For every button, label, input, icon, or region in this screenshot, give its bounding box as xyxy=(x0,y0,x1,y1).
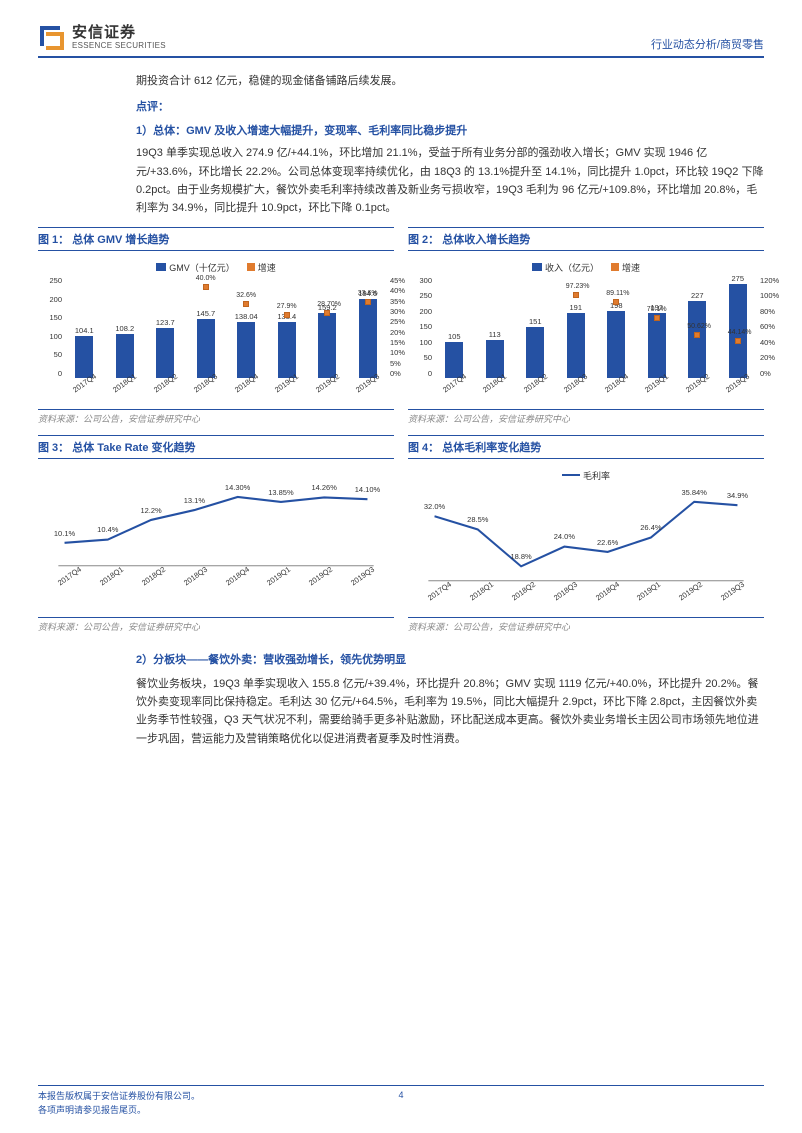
section1-body: 19Q3 单季实现总收入 274.9 亿/+44.1%，环比增加 21.1%，受… xyxy=(136,144,764,217)
chart-4: 图 4： 总体毛利率变化趋势 毛利率 32.0%28.5%18.8%24.0%2… xyxy=(408,435,764,633)
chart-2: 图 2： 总体收入增长趋势 收入（亿元） 增速 3002502001501005… xyxy=(408,227,764,425)
logo-cn: 安信证券 xyxy=(72,25,166,42)
page-footer: 本报告版权属于安信证券股份有限公司。 各项声明请参见报告尾页。 4 xyxy=(38,1085,764,1117)
chart-3: 图 3： 总体 Take Rate 变化趋势 10.1%10.4%12.2%13… xyxy=(38,435,394,633)
logo-en: ESSENCE SECURITIES xyxy=(72,42,166,51)
chart1-legend-marker: 增速 xyxy=(258,261,276,274)
chart4-num: 图 4： xyxy=(408,442,439,454)
section2-body: 餐饮业务板块，19Q3 单季实现收入 155.8 亿元/+39.4%，环比提升 … xyxy=(136,675,764,748)
dianping-label: 点评： xyxy=(136,98,764,116)
page-header: 安信证券 ESSENCE SECURITIES 行业动态分析/商贸零售 xyxy=(38,24,764,58)
section1-rest: GMV 及收入增速大幅提升，变现率、毛利率同比稳步提升 xyxy=(186,125,467,137)
header-category: 行业动态分析/商贸零售 xyxy=(651,36,764,52)
chart2-legend-marker: 增速 xyxy=(622,261,640,274)
chart3-num: 图 3： xyxy=(38,442,69,454)
chart1-legend-bar: GMV（十亿元） xyxy=(169,261,235,274)
charts-row-1: 图 1： 总体 GMV 增长趋势 GMV（十亿元） 增速 25020015010… xyxy=(38,227,764,425)
chart3-plot: 10.1%10.4%12.2%13.1%14.30%13.85%14.26%14… xyxy=(46,469,386,587)
chart4-title: 总体毛利率变化趋势 xyxy=(442,442,541,454)
logo-icon xyxy=(38,24,66,52)
chart4-plot: 32.0%28.5%18.8%24.0%22.6%26.4%35.84%34.9… xyxy=(416,484,756,602)
chart-1: 图 1： 总体 GMV 增长趋势 GMV（十亿元） 增速 25020015010… xyxy=(38,227,394,425)
chart1-plot: 250200150100500 45%40%35%30%25%20%15%10%… xyxy=(64,276,388,394)
section1-heading: 1）总体：GMV 及收入增速大幅提升，变现率、毛利率同比稳步提升 xyxy=(136,122,764,140)
chart2-source: 资料来源：公司公告，安信证券研究中心 xyxy=(408,409,764,425)
footer-line1: 本报告版权属于安信证券股份有限公司。 xyxy=(38,1090,200,1104)
chart1-num: 图 1： xyxy=(38,234,69,246)
section2-prefix: 2）分板块——餐饮外卖： xyxy=(136,654,263,666)
chart2-plot: 300250200150100500 120%100%80%60%40%20%0… xyxy=(434,276,758,394)
chart4-legend: 毛利率 xyxy=(583,469,610,482)
charts-row-2: 图 3： 总体 Take Rate 变化趋势 10.1%10.4%12.2%13… xyxy=(38,435,764,633)
chart2-legend-bar: 收入（亿元） xyxy=(545,261,599,274)
chart3-title: 总体 Take Rate 变化趋势 xyxy=(72,442,195,454)
chart2-title: 总体收入增长趋势 xyxy=(442,234,530,246)
chart4-source: 资料来源：公司公告，安信证券研究中心 xyxy=(408,617,764,633)
footer-line2: 各项声明请参见报告尾页。 xyxy=(38,1104,200,1118)
chart2-num: 图 2： xyxy=(408,234,439,246)
logo-block: 安信证券 ESSENCE SECURITIES xyxy=(38,24,166,52)
section2-heading: 2）分板块——餐饮外卖：营收强劲增长，领先优势明显 xyxy=(136,651,764,669)
chart1-title: 总体 GMV 增长趋势 xyxy=(72,234,169,246)
chart3-source: 资料来源：公司公告，安信证券研究中心 xyxy=(38,617,394,633)
section2-rest: 营收强劲增长，领先优势明显 xyxy=(263,654,406,666)
section1-prefix: 1）总体： xyxy=(136,125,186,137)
page-number: 4 xyxy=(398,1090,403,1100)
chart1-source: 资料来源：公司公告，安信证券研究中心 xyxy=(38,409,394,425)
top-continuation: 期投资合计 612 亿元，稳健的现金储备铺路后续发展。 xyxy=(136,72,764,90)
